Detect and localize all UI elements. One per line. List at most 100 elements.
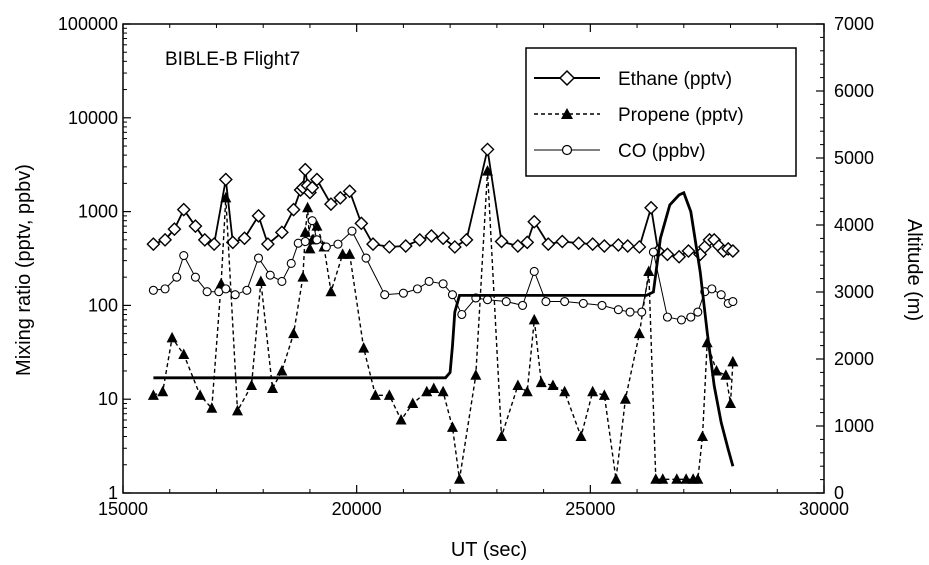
point-ethane	[436, 231, 451, 246]
point-co	[676, 315, 687, 325]
tick-marks	[122, 23, 825, 494]
plot-frame	[122, 23, 825, 494]
y-right-tick-label: 0	[834, 483, 844, 503]
y-right-tick-label: 7000	[834, 14, 874, 34]
point-propene	[157, 385, 169, 397]
point-propene	[643, 265, 655, 276]
point-propene	[437, 385, 449, 397]
point-propene	[619, 393, 631, 404]
point-ethane	[571, 236, 586, 251]
legend-label-ethane: Ethane (pptv)	[618, 69, 732, 90]
point-co	[529, 266, 539, 277]
point-propene	[482, 165, 494, 176]
point-propene	[446, 421, 458, 432]
point-propene	[727, 355, 739, 367]
point-co	[312, 235, 322, 245]
point-propene	[337, 248, 349, 259]
point-co	[637, 307, 647, 317]
point-propene	[696, 430, 708, 442]
point-ethane	[672, 249, 687, 264]
point-co	[190, 272, 200, 282]
legend: Ethane (pptv) Propene (pptv) CO (ppbv)	[525, 47, 797, 177]
point-co	[230, 290, 240, 300]
point-propene	[421, 385, 433, 397]
point-ethane	[597, 238, 612, 253]
point-co	[438, 279, 448, 289]
point-ethane	[644, 200, 659, 215]
legend-item-co: CO (ppbv)	[534, 141, 706, 162]
point-ethane	[555, 234, 570, 249]
y-left-tick-label: 1	[108, 483, 118, 503]
legend-label-propene: Propene (pptv)	[618, 105, 744, 126]
point-co	[501, 296, 511, 307]
point-co	[202, 287, 212, 297]
point-propene	[246, 379, 258, 390]
point-co	[613, 305, 623, 315]
point-propene	[428, 382, 440, 394]
point-ethane	[447, 239, 462, 254]
point-co	[333, 239, 343, 249]
point-co	[662, 312, 672, 322]
point-co	[277, 276, 287, 287]
series-altitude	[153, 190, 735, 467]
point-propene	[383, 389, 395, 400]
point-propene	[304, 242, 316, 254]
y-left-tick-label: 100000	[58, 14, 118, 34]
point-propene	[344, 248, 356, 259]
point-propene	[610, 473, 622, 484]
point-propene	[178, 348, 190, 359]
point-co	[707, 284, 717, 294]
point-propene	[407, 397, 419, 408]
point-co	[265, 270, 275, 280]
y-left-tick-label: 10	[98, 389, 118, 409]
point-ethane	[480, 142, 495, 157]
point-ethane	[366, 237, 381, 252]
point-ethane	[167, 222, 182, 237]
x-axis-label: UT (sec)	[451, 539, 527, 561]
x-tick-label: 15000	[98, 499, 148, 519]
y-axis-label-left: Mixing ratio (pptv, ppbv)	[13, 164, 35, 376]
legend-box	[525, 47, 797, 177]
point-co	[541, 296, 551, 307]
point-co	[648, 247, 658, 257]
point-propene	[512, 379, 524, 390]
point-ethane	[309, 172, 324, 187]
x-tick-label: 25000	[565, 499, 615, 519]
series-ethane	[146, 142, 740, 264]
point-propene	[267, 382, 279, 394]
point-propene	[453, 473, 465, 484]
point-propene	[325, 285, 337, 297]
point-propene	[720, 369, 732, 380]
point-propene	[166, 331, 178, 343]
plot-area	[146, 142, 740, 484]
point-ethane	[382, 239, 397, 254]
point-ethane	[260, 237, 275, 252]
point-propene	[297, 271, 309, 282]
point-propene	[657, 473, 669, 484]
point-co	[347, 226, 357, 236]
point-ethane	[146, 237, 161, 252]
point-ethane	[494, 234, 509, 249]
point-co	[242, 285, 252, 295]
point-co	[597, 300, 607, 310]
point-propene	[194, 389, 206, 400]
point-ethane	[681, 244, 696, 259]
point-ethane	[333, 190, 348, 205]
point-co	[518, 300, 528, 310]
point-co	[398, 288, 408, 298]
point-propene	[220, 191, 232, 203]
point-co	[578, 298, 588, 308]
point-co	[447, 290, 458, 300]
point-ethane	[660, 247, 675, 262]
y-axis-label-right: Altitude (m)	[903, 219, 925, 321]
point-ethane	[620, 238, 635, 253]
legend-item-propene: Propene (pptv)	[534, 105, 744, 126]
point-ethane	[725, 244, 740, 259]
y-right-tick-label: 2000	[834, 349, 874, 369]
point-propene	[521, 385, 533, 397]
point-ethane	[459, 232, 474, 247]
legend-item-ethane: Ethane (pptv)	[534, 69, 732, 90]
point-ethane	[527, 214, 542, 229]
point-ethane	[342, 184, 357, 199]
point-propene	[496, 430, 508, 442]
